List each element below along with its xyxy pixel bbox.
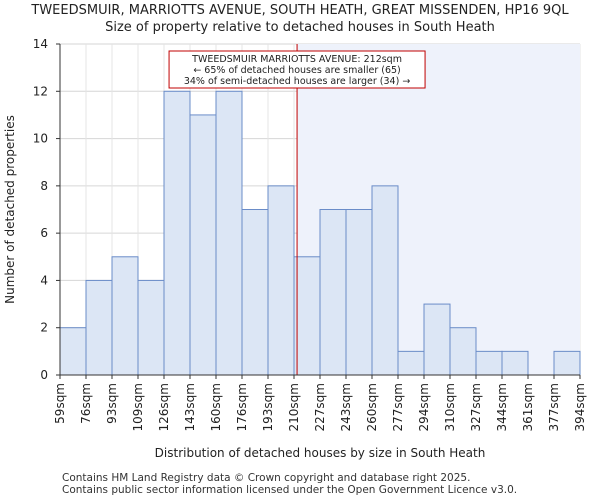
- y-tick-label: 2: [40, 321, 48, 335]
- chart-subtitle: Size of property relative to detached ho…: [105, 20, 495, 35]
- x-tick-label: 227sqm: [313, 383, 327, 431]
- bar: [189, 114, 217, 376]
- bar: [345, 209, 373, 376]
- x-tick-label: 277sqm: [391, 383, 405, 431]
- x-tick-label: 59sqm: [53, 383, 67, 424]
- bars: [59, 90, 581, 376]
- bar: [163, 90, 191, 376]
- bar: [449, 327, 477, 376]
- x-tick-labels: 59sqm 76sqm 93sqm 109sqm 126sqm 143sqm 160sqm 1…: [53, 383, 587, 431]
- x-tick-label: 243sqm: [339, 383, 353, 431]
- bar: [267, 185, 295, 376]
- y-tick-label: 14: [33, 37, 48, 51]
- x-tick-label: 93sqm: [105, 383, 119, 424]
- x-tick-label: 126sqm: [157, 383, 171, 431]
- bar: [85, 279, 113, 376]
- bar: [319, 209, 347, 376]
- footer-line-1: Contains HM Land Registry data © Crown c…: [62, 472, 471, 484]
- bar: [137, 279, 165, 376]
- y-tick-label: 0: [40, 368, 48, 382]
- x-tick-label: 260sqm: [365, 383, 379, 431]
- bar: [111, 256, 139, 376]
- annotation-border: [168, 50, 426, 89]
- y-tick-labels: 0 2 4 6 8 10 12 14: [33, 37, 48, 382]
- bar: [215, 90, 243, 376]
- x-tick-label: 377sqm: [547, 383, 561, 431]
- bar: [241, 209, 269, 376]
- bar: [423, 303, 451, 376]
- annotation-line-2: ← 65% of detached houses are smaller (65…: [193, 65, 400, 76]
- bar: [371, 185, 399, 376]
- y-tick-label: 8: [40, 179, 48, 193]
- bar: [59, 327, 87, 376]
- annotation-line-1: TWEEDSMUIR MARRIOTTS AVENUE: 212sqm: [191, 54, 402, 65]
- x-tick-label: 294sqm: [417, 383, 431, 431]
- footer: Contains HM Land Registry data © Crown c…: [62, 472, 517, 496]
- histogram-chart: 0 2 4 6 8 10 12 14 59sqm 76sqm 93sqm 109sqm 126sqm 1…: [3, 37, 587, 460]
- x-axis-label: Distribution of detached houses by size …: [155, 446, 486, 460]
- y-axis-label: Number of detached properties: [3, 115, 17, 304]
- x-tick-label: 344sqm: [495, 383, 509, 431]
- x-tick-label: 176sqm: [235, 383, 249, 431]
- x-tick-label: 143sqm: [183, 383, 197, 431]
- x-tick-label: 394sqm: [573, 383, 587, 431]
- axes: [56, 43, 581, 379]
- bar: [553, 350, 581, 376]
- x-tick-label: 109sqm: [131, 383, 145, 431]
- bar: [475, 350, 503, 376]
- annotation-box: TWEEDSMUIR MARRIOTTS AVENUE: 212sqm ← 65…: [168, 50, 426, 89]
- bar: [501, 350, 529, 376]
- x-tick-label: 210sqm: [287, 383, 301, 431]
- annotation-line-3: 34% of semi-detached houses are larger (…: [184, 76, 411, 87]
- y-tick-label: 6: [40, 226, 48, 240]
- bar: [293, 256, 321, 376]
- x-tick-label: 327sqm: [469, 383, 483, 431]
- y-tick-label: 4: [40, 273, 48, 287]
- y-tick-label: 12: [33, 84, 48, 98]
- x-tick-label: 76sqm: [79, 383, 93, 424]
- x-tick-label: 310sqm: [443, 383, 457, 431]
- bar: [397, 350, 425, 376]
- x-tick-label: 160sqm: [209, 383, 223, 431]
- chart-title: TWEEDSMUIR, MARRIOTTS AVENUE, SOUTH HEAT…: [31, 3, 569, 18]
- x-tick-label: 193sqm: [261, 383, 275, 431]
- y-tick-label: 10: [33, 132, 48, 146]
- footer-line-2: Contains public sector information licen…: [62, 484, 518, 496]
- x-tick-label: 361sqm: [521, 383, 535, 431]
